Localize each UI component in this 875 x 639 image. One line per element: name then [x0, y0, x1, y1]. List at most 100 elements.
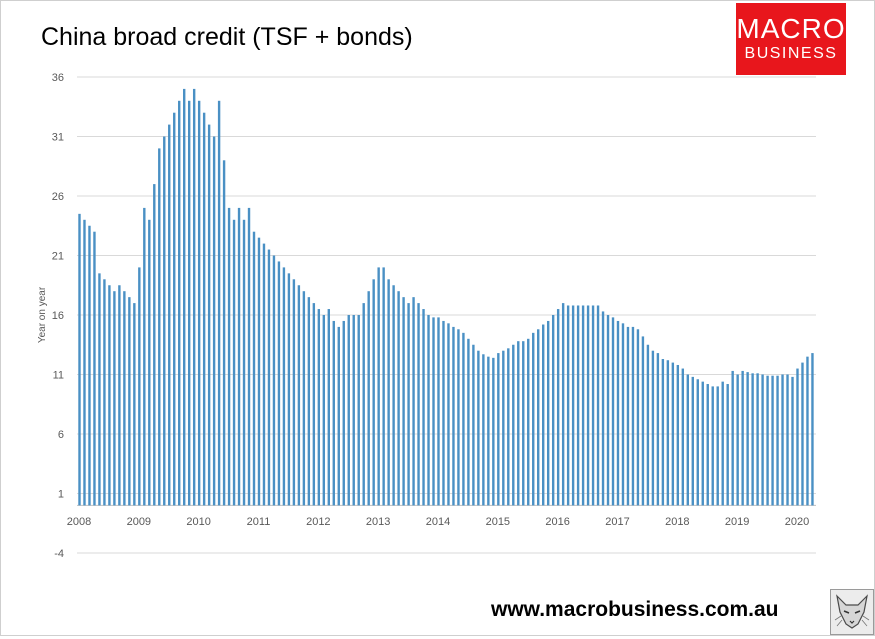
bar — [197, 100, 201, 506]
bar — [352, 315, 355, 506]
x-tick-label: 2015 — [486, 516, 510, 528]
bar — [392, 285, 395, 506]
bar — [616, 320, 620, 506]
bar — [492, 357, 495, 506]
macrobusiness-logo[interactable]: MACRO BUSINESS — [736, 3, 846, 75]
bar — [83, 219, 86, 506]
bar — [606, 315, 610, 506]
bar — [641, 336, 645, 506]
bar — [696, 379, 699, 506]
bar — [427, 315, 430, 506]
x-tick-label: 2019 — [725, 516, 749, 528]
bar — [282, 267, 286, 506]
bar — [247, 207, 251, 506]
bar — [527, 338, 530, 506]
bar — [721, 381, 724, 506]
bar — [786, 374, 789, 506]
bar — [736, 374, 739, 506]
bar — [123, 291, 126, 506]
bar — [691, 376, 694, 506]
bar — [497, 353, 500, 506]
y-axis-ticks: 36 31 26 21 16 11 6 1 -4 — [52, 72, 64, 560]
bar — [88, 225, 91, 506]
bar — [761, 374, 764, 506]
bar — [581, 305, 585, 506]
bar — [153, 184, 156, 506]
bar — [756, 373, 759, 506]
bar — [801, 362, 804, 506]
bar — [796, 368, 799, 506]
bar — [666, 360, 670, 506]
bar — [651, 350, 655, 506]
bar — [731, 370, 734, 506]
bar — [387, 279, 390, 506]
bar — [78, 213, 81, 506]
bar — [412, 297, 415, 506]
bar — [596, 305, 600, 506]
y-axis-label: Year on year — [37, 286, 48, 343]
bar — [467, 338, 470, 506]
bar — [537, 329, 540, 506]
y-tick-label: 16 — [52, 310, 64, 322]
bar — [158, 148, 161, 506]
bar — [357, 315, 360, 506]
bar — [252, 231, 256, 506]
bar — [546, 320, 550, 506]
bar — [671, 362, 675, 506]
bar — [287, 273, 291, 506]
bar — [771, 375, 774, 506]
bar — [337, 326, 340, 506]
chart-title: China broad credit (TSF + bonds) — [41, 23, 413, 51]
bar — [362, 303, 365, 506]
bar — [457, 329, 460, 506]
bar — [776, 375, 779, 506]
bar — [118, 285, 121, 506]
bar — [98, 273, 101, 506]
bar — [183, 88, 186, 506]
y-tick-label: 21 — [52, 251, 64, 263]
y-tick-label: 36 — [52, 72, 64, 84]
bar — [701, 381, 704, 506]
bar — [407, 303, 410, 506]
bar — [591, 305, 595, 506]
bar — [232, 219, 236, 506]
bar — [656, 353, 660, 506]
bar — [222, 160, 226, 506]
bar — [377, 267, 380, 506]
x-tick-label: 2008 — [67, 516, 91, 528]
y-tick-label: -4 — [54, 548, 64, 560]
bar — [432, 317, 435, 506]
y-tick-label: 1 — [58, 489, 64, 501]
bar — [272, 255, 276, 506]
bar — [646, 344, 650, 506]
bar — [257, 237, 261, 506]
bar — [551, 315, 555, 506]
x-tick-label: 2014 — [426, 516, 450, 528]
website-url-link[interactable]: www.macrobusiness.com.au — [491, 598, 779, 621]
x-axis-ticks: 2008 2009 2010 2011 2012 2013 2014 2015 2016 2017… — [67, 516, 809, 528]
bar — [601, 311, 605, 506]
bar — [267, 249, 271, 506]
bar — [791, 376, 794, 506]
bar — [586, 305, 590, 506]
bar — [103, 279, 106, 506]
bar — [93, 231, 96, 506]
bar — [382, 267, 385, 506]
bar — [487, 356, 490, 506]
bar — [452, 326, 455, 506]
bar — [173, 112, 176, 506]
bar — [542, 324, 545, 506]
x-tick-label: 2011 — [247, 516, 271, 528]
bar — [482, 354, 485, 506]
bar — [726, 384, 729, 506]
bar — [636, 329, 640, 506]
bar — [746, 372, 749, 506]
bar — [367, 291, 370, 506]
x-tick-label: 2016 — [545, 516, 569, 528]
bar — [178, 100, 181, 506]
bar — [472, 344, 475, 506]
bar — [332, 320, 335, 506]
y-tick-label: 26 — [52, 191, 64, 203]
x-tick-label: 2020 — [785, 516, 809, 528]
